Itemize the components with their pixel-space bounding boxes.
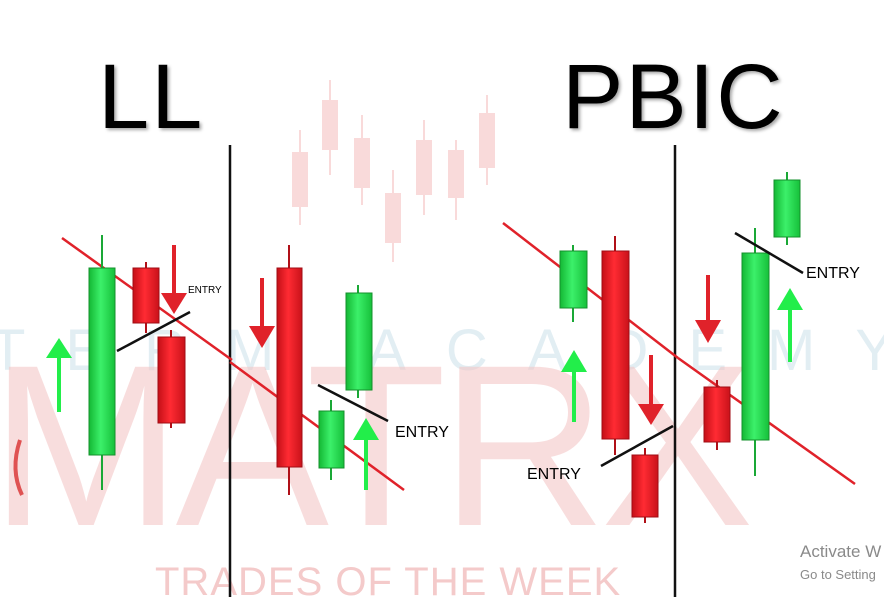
arrow-down — [695, 275, 721, 343]
candle-bear — [157, 330, 186, 428]
arrow-down — [249, 278, 275, 348]
candle-bear — [132, 262, 160, 333]
candle-bear — [703, 380, 731, 450]
entry-label: ENTRY — [188, 285, 222, 296]
title-ll: LL — [98, 46, 204, 148]
panel-pbic-2: ENTRY — [677, 172, 860, 486]
candle-bull — [345, 285, 373, 398]
panel-pbic-1: ENTRY — [502, 222, 679, 523]
watermark-footer-text: TRADES OF THE WEEK — [155, 560, 621, 597]
candle-bear — [276, 245, 303, 495]
trendline — [229, 360, 405, 492]
candle-bear — [601, 236, 630, 455]
panel-ll-1: ENTRY — [46, 235, 233, 490]
entry-label: ENTRY — [806, 265, 860, 282]
candle-bull — [318, 400, 345, 480]
arrow-up — [561, 350, 587, 422]
watermark: TERM ACADEMY MATRX TRADES OF THE WEEK — [0, 80, 884, 597]
candle-bull — [741, 228, 770, 476]
arrow-up — [777, 288, 803, 362]
entry-line — [317, 383, 389, 423]
watermark-main-text: MATRX — [0, 317, 750, 574]
arrow-up — [46, 338, 72, 412]
title-pbic: PBIC — [562, 46, 785, 148]
watermark-sub-text: TERM ACADEMY — [0, 318, 884, 383]
candle-bull — [559, 245, 588, 322]
candle-bear — [631, 448, 659, 523]
activate-windows-subtitle: Go to Setting — [800, 567, 876, 582]
entry-label: ENTRY — [395, 424, 449, 441]
entry-line — [734, 231, 804, 275]
entry-line — [116, 310, 191, 353]
entry-line — [600, 424, 674, 468]
arrow-up — [353, 418, 379, 490]
candle-bull — [88, 235, 116, 490]
arrow-down — [638, 355, 664, 425]
watermark-candles — [292, 80, 495, 262]
entry-label: ENTRY — [527, 466, 581, 483]
trendline — [502, 222, 679, 359]
activate-windows-title: Activate W — [800, 542, 882, 561]
arrow-down — [161, 245, 187, 314]
candle-bull — [773, 172, 801, 245]
panel-ll-2: ENTRY — [229, 245, 449, 495]
